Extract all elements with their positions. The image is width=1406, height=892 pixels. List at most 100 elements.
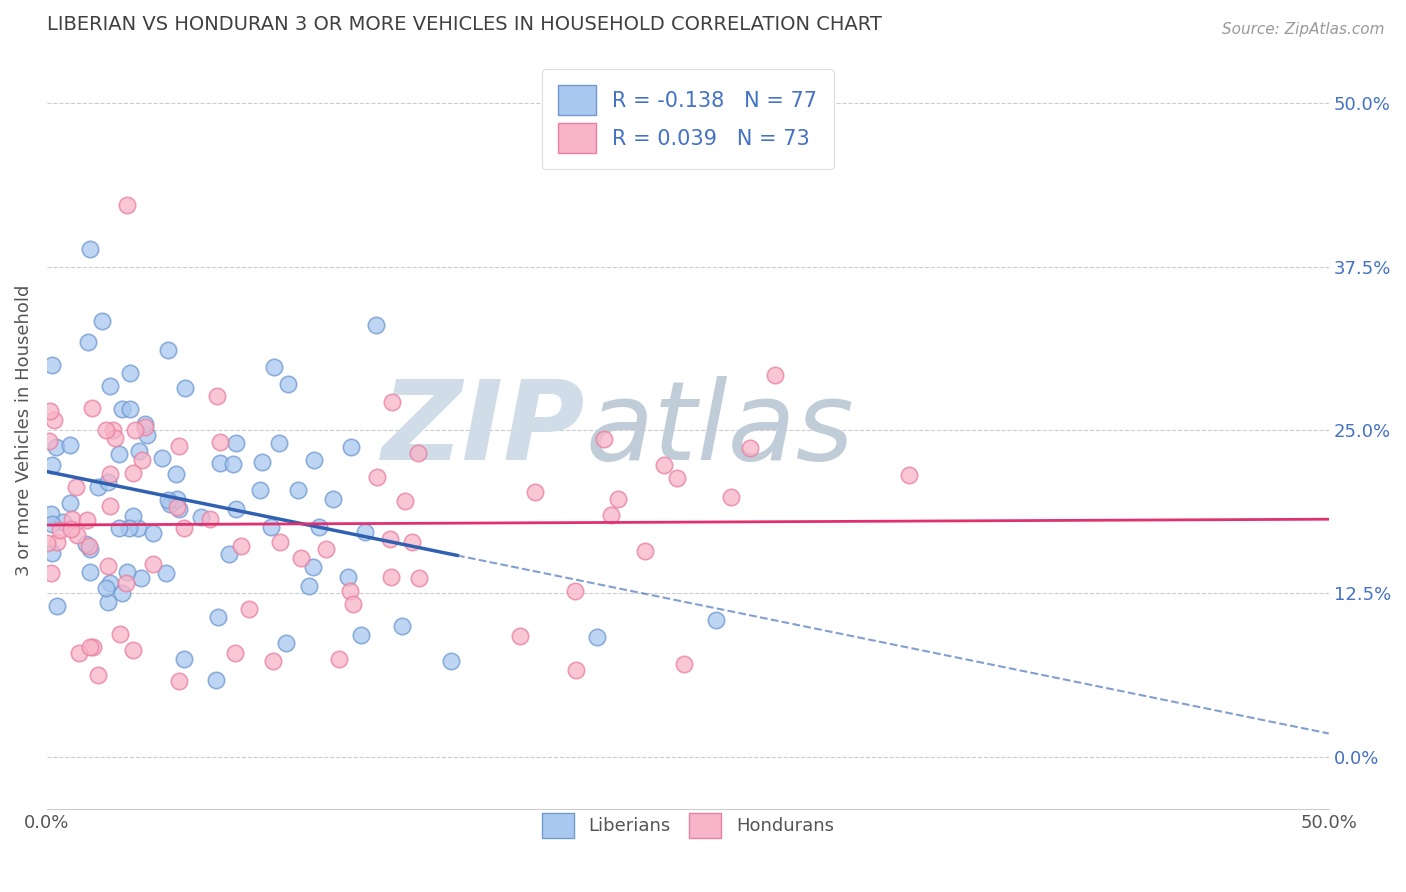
Text: LIBERIAN VS HONDURAN 3 OR MORE VEHICLES IN HOUSEHOLD CORRELATION CHART: LIBERIAN VS HONDURAN 3 OR MORE VEHICLES …	[46, 15, 882, 34]
Point	[156, 493, 179, 508]
Point	[77, 539, 100, 553]
Point	[673, 657, 696, 672]
Point	[45, 440, 67, 454]
Point	[378, 532, 401, 546]
Point	[79, 640, 101, 655]
Point	[122, 509, 145, 524]
Point	[200, 511, 222, 525]
Point	[898, 467, 921, 482]
Point	[167, 674, 190, 689]
Point	[738, 441, 761, 455]
Point	[290, 551, 312, 566]
Point	[66, 528, 89, 542]
Point	[39, 404, 62, 418]
Point	[134, 417, 156, 432]
Point	[208, 434, 231, 449]
Point	[564, 663, 586, 677]
Point	[155, 566, 177, 580]
Point	[142, 557, 165, 571]
Point	[381, 395, 404, 409]
Point	[134, 420, 156, 434]
Point	[366, 470, 388, 484]
Point	[41, 516, 63, 531]
Point	[600, 508, 623, 522]
Point	[274, 635, 297, 649]
Point	[67, 646, 90, 660]
Point	[127, 521, 149, 535]
Point	[98, 499, 121, 513]
Point	[111, 402, 134, 417]
Point	[41, 359, 63, 373]
Point	[238, 601, 260, 615]
Point	[277, 377, 299, 392]
Point	[159, 497, 181, 511]
Point	[59, 522, 82, 536]
Point	[592, 433, 614, 447]
Point	[77, 334, 100, 349]
Point	[263, 360, 285, 375]
Point	[108, 521, 131, 535]
Point	[118, 401, 141, 416]
Text: ZIP: ZIP	[382, 376, 585, 483]
Point	[262, 654, 284, 668]
Point	[720, 490, 742, 504]
Point	[96, 423, 118, 437]
Point	[79, 243, 101, 257]
Y-axis label: 3 or more Vehicles in Household: 3 or more Vehicles in Household	[15, 285, 32, 575]
Point	[80, 401, 103, 415]
Point	[128, 444, 150, 458]
Point	[564, 584, 586, 599]
Point	[59, 496, 82, 510]
Point	[337, 570, 360, 584]
Text: atlas: atlas	[585, 376, 853, 483]
Point	[41, 458, 63, 473]
Point	[87, 668, 110, 682]
Point	[208, 456, 231, 470]
Point	[122, 642, 145, 657]
Point	[115, 576, 138, 591]
Point	[391, 618, 413, 632]
Point	[115, 566, 138, 580]
Point	[225, 502, 247, 516]
Point	[96, 581, 118, 595]
Point	[115, 198, 138, 212]
Point	[108, 447, 131, 461]
Point	[339, 583, 361, 598]
Point	[225, 435, 247, 450]
Point	[205, 388, 228, 402]
Point	[173, 521, 195, 535]
Point	[229, 539, 252, 553]
Point	[59, 438, 82, 452]
Point	[586, 630, 609, 644]
Point	[110, 586, 132, 600]
Point	[308, 520, 330, 534]
Point	[342, 597, 364, 611]
Point	[763, 368, 786, 383]
Point	[39, 566, 62, 580]
Point	[156, 343, 179, 357]
Point	[267, 435, 290, 450]
Point	[97, 595, 120, 609]
Point	[75, 537, 97, 551]
Point	[249, 483, 271, 498]
Point	[666, 471, 689, 485]
Point	[82, 640, 104, 655]
Point	[315, 541, 337, 556]
Point	[98, 379, 121, 393]
Point	[142, 525, 165, 540]
Point	[401, 535, 423, 549]
Point	[38, 434, 60, 448]
Point	[260, 519, 283, 533]
Point	[380, 570, 402, 584]
Point	[173, 381, 195, 395]
Point	[354, 525, 377, 540]
Point	[41, 545, 63, 559]
Point	[523, 484, 546, 499]
Point	[328, 652, 350, 666]
Point	[652, 458, 675, 473]
Point	[117, 521, 139, 535]
Point	[46, 599, 69, 613]
Point	[98, 576, 121, 591]
Point	[35, 535, 58, 549]
Point	[440, 654, 463, 668]
